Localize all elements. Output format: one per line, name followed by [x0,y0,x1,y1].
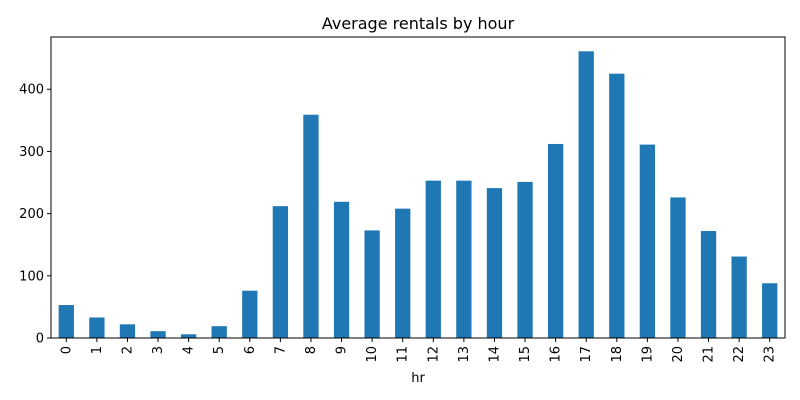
x-tick-label: 13 [457,346,472,363]
x-tick-label: 6 [243,346,258,354]
x-tick-label: 7 [273,346,288,354]
y-tick-label: 400 [19,83,44,98]
axes-group [50,36,786,339]
bar-hr-3 [150,331,166,338]
bars-group [58,51,778,339]
y-tick-label: 200 [19,207,44,222]
x-tick-label: 10 [365,346,380,363]
bar-hr-20 [670,197,686,338]
bar-hr-1 [89,317,105,338]
bar-hr-21 [700,231,717,338]
bar-hr-13 [456,180,472,338]
bar-hr-14 [486,188,503,338]
x-tick-label: 0 [59,346,74,354]
x-ticks-group: 0 1 2 3 4 5 6 7 8 9 10 11 12 13 14 15 16 17 18 19 20 21 22 23 [59,338,778,363]
bar-hr-16 [547,143,564,338]
y-tick-label: 300 [19,145,44,160]
bar-hr-12 [425,180,441,338]
bar-hr-0 [58,305,74,338]
bar-hr-23 [762,283,778,338]
x-tick-label: 2 [120,346,135,354]
x-tick-label: 18 [610,346,625,363]
bar-hr-17 [578,51,594,339]
x-tick-label: 21 [702,346,717,363]
chart-title: Average rentals by hour [322,14,515,33]
bar-hr-5 [211,326,227,338]
x-tick-label: 20 [671,346,686,363]
x-tick-label: 15 [518,346,533,363]
bar-hr-7 [272,206,289,338]
x-tick-label: 3 [151,346,166,354]
x-tick-label: 23 [763,346,778,363]
x-tick-label: 4 [182,346,197,354]
bar-hr-2 [119,324,136,338]
y-tick-label: 0 [36,332,44,347]
bar-hr-6 [242,290,258,338]
x-tick-label: 12 [426,346,441,363]
y-ticks-group: 0 100 200 300 400 [19,83,51,347]
x-tick-label: 16 [549,346,564,363]
bar-hr-15 [517,181,533,338]
x-tick-label: 22 [732,346,747,363]
bar-hr-8 [303,114,319,338]
bar-hr-4 [180,334,197,338]
x-tick-label: 9 [335,346,350,354]
x-tick-label: 17 [579,346,594,363]
x-tick-label: 1 [90,346,105,354]
x-tick-label: 5 [212,346,227,354]
bar-hr-22 [731,256,747,338]
x-tick-label: 19 [640,346,655,363]
x-tick-label: 14 [487,346,502,363]
x-tick-label: 11 [396,346,411,363]
x-axis-label: hr [411,371,425,386]
plot-frame [50,36,786,339]
bar-hr-11 [395,208,411,338]
x-tick-label: 8 [304,346,319,354]
bar-hr-10 [364,230,380,338]
bar-hr-18 [609,73,625,339]
y-tick-label: 100 [19,269,44,284]
bar-hr-19 [639,144,656,338]
bar-hr-9 [333,201,350,338]
